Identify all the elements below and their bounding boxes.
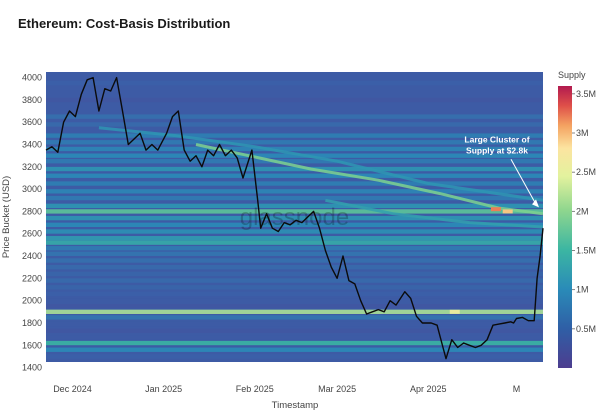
supply-band [46,321,543,327]
annotation-arrowhead [532,199,539,208]
supply-band [46,203,543,209]
supply-band [46,166,543,172]
colorbar: Supply 0.5M 1M 1.5M 2M 2.5M 3M 3.5M [558,70,596,368]
y-tick-label: 2800 [22,206,42,216]
y-tick-label: 1800 [22,318,42,328]
supply-band [46,181,543,186]
supply-band [46,114,543,119]
colorbar-tick-label: 3M [576,128,589,138]
supply-band [46,347,543,352]
supply-band [46,298,543,303]
y-tick-label: 3000 [22,184,42,194]
colorbar-tick-label: 3.5M [576,89,596,99]
x-tick-label: Dec 2024 [53,384,92,394]
price-line [45,76,544,360]
supply-band [46,140,543,145]
x-axis-label: Timestamp [272,400,319,411]
supply-band [46,153,543,158]
hot-spot [502,209,513,214]
y-tick-label: 1600 [22,340,42,350]
supply-band [46,285,543,290]
x-tick-label: M [513,384,521,394]
hot-spot [490,207,501,212]
x-axis-ticks: Dec 2024 Jan 2025 Feb 2025 Mar 2025 Apr 2025… [53,384,520,394]
supply-band [46,229,543,234]
supply-band [46,159,543,164]
supply-band [46,209,543,214]
cluster-trails [98,126,543,314]
y-tick-label: 1400 [22,363,42,373]
supply-band [46,304,543,309]
colorbar-gradient [558,86,572,368]
supply-band [46,133,543,138]
heatmap-area [46,72,543,362]
y-tick-label: 4000 [22,73,42,83]
y-axis-ticks: 1400 1600 1800 2000 2200 2400 2600 2800 3000 3200… [22,73,42,373]
y-tick-label: 3400 [22,140,42,150]
colorbar-tick-label: 2.5M [576,167,596,177]
colorbar-tick-label: 1.5M [576,246,596,256]
colorbar-tick-label: 0.5M [576,324,596,334]
chart-title: Ethereum: Cost-Basis Distribution [18,16,231,31]
supply-band [46,354,543,359]
supply-band [46,222,543,227]
y-tick-label: 2000 [22,296,42,306]
supply-band [46,240,543,245]
supply-band [46,97,543,103]
supply-band [46,315,543,320]
supply-band [46,122,543,127]
y-tick-label: 2200 [22,273,42,283]
y-axis-label: Price Bucket (USD) [1,176,12,258]
colorbar-tick-label: 1M [576,285,589,295]
x-tick-label: Feb 2025 [236,384,274,394]
supply-band [46,189,543,194]
annotation: Large Cluster of Supply at $2.8k [464,134,539,208]
y-tick-label: 2400 [22,251,42,261]
supply-band [46,309,543,314]
colorbar-ticks: 0.5M 1M 1.5M 2M 2.5M 3M 3.5M [572,89,596,334]
supply-band [46,340,543,346]
x-tick-label: Apr 2025 [410,384,447,394]
supply-band [46,278,543,283]
annotation-line-2: Supply at $2.8k [466,145,528,155]
cluster-trail [98,126,543,202]
supply-band [46,328,543,333]
cluster-trail [325,198,543,229]
y-tick-label: 2600 [22,229,42,239]
supply-band [46,80,543,86]
supply-band [46,265,543,270]
y-tick-label: 3800 [22,95,42,105]
supply-band [46,173,543,178]
supply-band [46,271,543,277]
annotation-arrow [510,159,537,205]
hot-spot [449,309,460,314]
supply-band [46,246,543,251]
x-tick-label: Mar 2025 [318,384,356,394]
x-tick-label: Jan 2025 [145,384,182,394]
supply-band [46,195,543,201]
supply-band [46,335,543,340]
supply-band [46,291,543,297]
supply-band [46,258,543,263]
watermark: glassnode [240,204,349,231]
annotation-line-1: Large Cluster of [464,134,529,144]
supply-band [46,236,543,241]
y-tick-label: 3200 [22,162,42,172]
supply-band [46,215,543,221]
supply-band [46,251,543,256]
y-tick-label: 3600 [22,117,42,127]
colorbar-title: Supply [558,70,586,80]
supply-band [46,146,543,152]
colorbar-tick-label: 2M [576,206,589,216]
